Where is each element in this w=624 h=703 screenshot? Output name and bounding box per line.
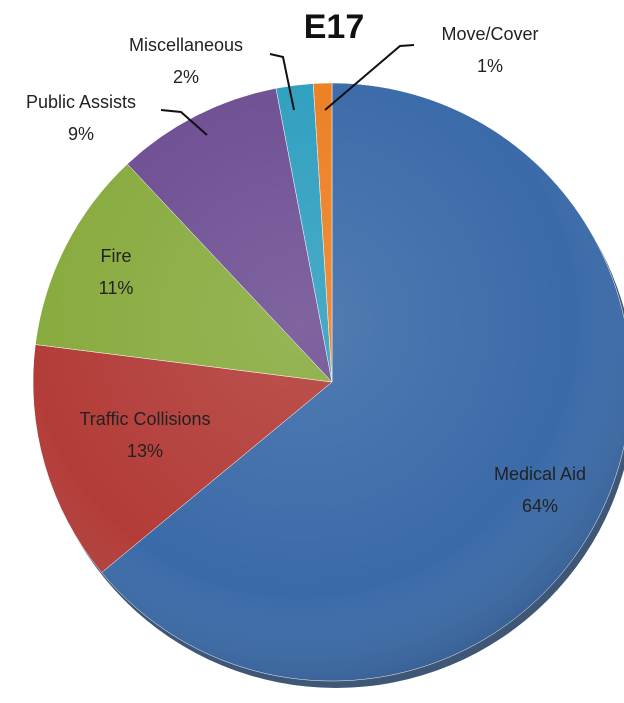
slice-category-label: Miscellaneous (129, 35, 243, 55)
slice-category-label: Medical Aid (494, 464, 586, 484)
slice-category-label: Public Assists (26, 92, 136, 112)
slice-label: Traffic Collisions 13% (79, 409, 210, 461)
slice-label: Public Assists 9% (26, 92, 136, 144)
slice-label: Fire 11% (99, 246, 134, 298)
chart-title: E17 (304, 8, 365, 46)
slice-label: Move/Cover 1% (441, 24, 538, 76)
pie-gloss (33, 83, 624, 681)
leader-line (160, 109, 208, 136)
slice-percent-label: 64% (522, 496, 558, 516)
slice-label: Medical Aid 64% (494, 464, 586, 516)
slice-category-label: Move/Cover (441, 24, 538, 44)
slice-percent-label: 2% (173, 67, 199, 87)
slice-category-label: Fire (101, 246, 132, 266)
slice-percent-label: 13% (127, 441, 163, 461)
leader-line (324, 44, 415, 111)
leader-lines (160, 44, 415, 136)
slice-percent-label: 1% (477, 56, 503, 76)
slice-label: Miscellaneous 2% (129, 35, 243, 87)
leader-line (269, 53, 295, 111)
slice-percent-label: 11% (99, 278, 134, 298)
pie-slices (32, 82, 624, 682)
slice-percent-label: 9% (68, 124, 94, 144)
slice-labels: Medical Aid 64% Traffic Collisions 13% Fire 1… (26, 24, 586, 516)
slice-category-label: Traffic Collisions (79, 409, 210, 429)
